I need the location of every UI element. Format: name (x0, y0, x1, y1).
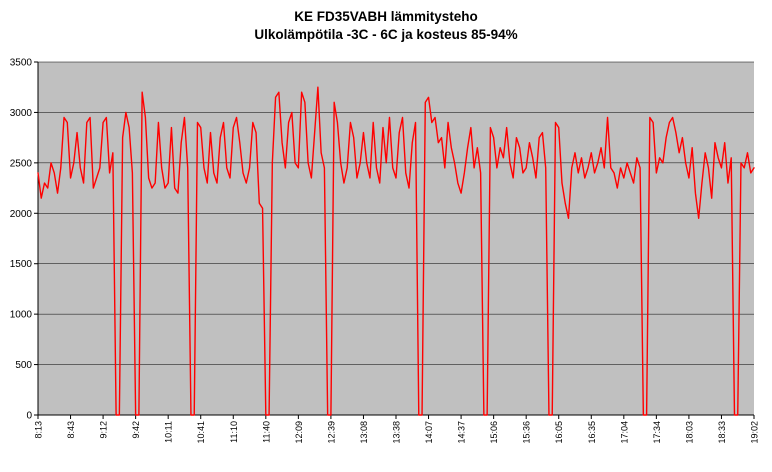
y-axis-label: 1000 (10, 310, 33, 321)
x-axis-label: 14:07 (424, 421, 434, 444)
x-axis-label: 15:36 (522, 421, 532, 444)
x-axis-label: 12:09 (294, 421, 304, 444)
x-axis-label: 18:03 (684, 421, 694, 444)
x-axis-label: 11:10 (229, 421, 239, 443)
x-axis-label: 16:05 (554, 421, 564, 444)
x-axis-label: 17:34 (652, 421, 662, 444)
x-axis-label: 17:04 (619, 421, 629, 444)
x-axis-label: 15:06 (489, 421, 499, 444)
x-axis-label: 10:41 (196, 421, 206, 444)
x-axis-label: 16:35 (587, 421, 597, 444)
x-axis-label: 8:13 (34, 421, 44, 439)
plot-area (38, 62, 754, 415)
x-axis-label: 19:02 (750, 421, 760, 444)
x-axis-label: 9:42 (131, 421, 141, 439)
x-axis-label: 13:38 (392, 421, 402, 444)
x-axis-label: 14:37 (457, 421, 467, 444)
x-axis-label: 12:39 (326, 421, 336, 444)
chart-subtitle: Ulkolämpötila -3C - 6C ja kosteus 85-94% (254, 26, 518, 42)
y-axis-label: 500 (15, 360, 32, 371)
y-axis-label: 3000 (10, 108, 33, 119)
x-axis-label: 10:11 (164, 421, 174, 443)
chart-title-block: KE FD35VABH lämmitysteho Ulkolämpötila -… (0, 8, 772, 43)
y-axis-label: 2000 (10, 209, 33, 220)
x-axis-label: 11:40 (261, 421, 271, 443)
y-axis-label: 3500 (10, 58, 33, 69)
y-axis-label: 1500 (10, 259, 33, 270)
y-axis-label: 2500 (10, 158, 33, 169)
chart-title: KE FD35VABH lämmitysteho (294, 9, 478, 24)
series-line (37, 86, 755, 416)
y-axis-label: 0 (26, 411, 32, 422)
x-axis-label: 13:08 (359, 421, 369, 444)
x-axis-label: 18:33 (717, 421, 727, 444)
x-axis-label: 9:12 (99, 421, 109, 439)
x-axis-label: 8:43 (66, 421, 76, 439)
